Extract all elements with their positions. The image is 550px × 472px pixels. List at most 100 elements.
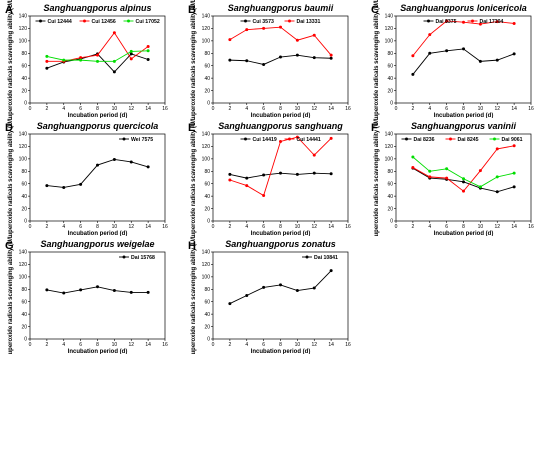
x-tick-label: 12 [311,106,317,112]
data-point [129,160,133,164]
x-tick-label: 4 [62,106,65,112]
data-point [428,33,432,37]
x-tick-label: 14 [328,224,334,230]
legend-entry: Cui 14419 [253,137,277,143]
x-tick-label: 14 [145,342,151,348]
data-point [129,52,133,56]
x-tick-label: 6 [262,342,265,348]
data-point [279,139,282,143]
x-tick-label: 14 [145,106,151,112]
chart-f: F Sanghuangporus vaninii 0 2 4 6 8 10 12 14 16 0 20 4… [371,114,534,240]
chart-title: Sanghuangporus baumii [228,3,334,13]
y-tick-label: 120 [19,26,28,32]
data-point [129,49,133,53]
data-point [129,57,133,61]
plot-frame [29,251,166,340]
y-tick-label: 80 [21,51,27,57]
legend-marker [471,19,474,23]
legend-entry: Cui 14441 [297,137,321,143]
x-tick-label: 16 [162,106,168,112]
data-point [512,171,516,175]
x-tick-label: 0 [212,342,215,348]
x-tick-label: 8 [96,224,99,230]
legend-entry: Dai 8375 [436,19,457,25]
y-tick-label: 40 [387,194,393,200]
y-tick-label: 100 [19,275,28,281]
data-point [228,58,232,62]
data-point [512,21,516,25]
data-point [112,31,116,35]
y-tick-label: 140 [202,250,211,256]
data-point [146,290,150,294]
y-tick-label: 60 [204,181,210,187]
data-point [112,289,116,293]
y-tick-label: 100 [385,39,394,45]
x-tick-label: 8 [279,342,282,348]
y-axis-label: Superoxide radicals scavenging ability (… [374,118,380,236]
y-axis-label: Superoxide radicals scavenging ability (… [8,0,14,118]
y-tick-label: 60 [387,181,393,187]
y-tick-label: 80 [204,51,210,57]
y-tick-label: 120 [385,144,394,150]
data-point [295,289,299,293]
x-tick-label: 4 [245,106,248,112]
data-point [462,47,465,51]
data-point [512,144,516,148]
y-tick-label: 80 [204,169,210,175]
series-line-2 [229,26,332,56]
x-tick-label: 0 [29,224,32,230]
x-axis-label: Incubation period (d) [251,349,311,354]
chart-title: Sanghuangporus quercicola [37,121,159,131]
y-tick-label: 80 [204,287,210,293]
y-axis-label: Superoxide radicals scavenging ability (… [374,0,380,118]
data-point [279,283,282,287]
legend-marker [449,137,452,141]
x-tick-label: 10 [478,106,484,112]
x-tick-label: 12 [128,224,134,230]
y-tick-label: 100 [19,157,28,163]
y-tick-label: 140 [202,14,211,20]
data-point [112,70,116,74]
data-point [312,286,316,290]
data-point [512,185,516,189]
x-tick-label: 6 [445,224,448,230]
x-tick-label: 2 [228,224,231,230]
y-axis-label: Superoxide radicals scavenging ability (… [191,236,197,354]
x-tick-label: 16 [345,106,351,112]
data-point [228,302,232,306]
plot-frame [29,133,166,222]
data-point [245,184,249,188]
data-point [96,59,99,63]
data-point [96,53,99,57]
legend-entry: Cui 12444 [48,19,72,25]
legend-entry: Dai 9061 [502,137,523,143]
y-tick-label: 100 [202,39,211,45]
x-tick-label: 10 [295,106,301,112]
x-tick-label: 12 [311,342,317,348]
x-tick-label: 10 [112,342,118,348]
data-point [45,59,49,63]
data-point [295,53,299,57]
y-tick-label: 140 [385,132,394,138]
data-point [62,291,66,295]
data-point [245,176,249,180]
panel-label: G [5,240,14,252]
data-point [445,49,449,53]
x-tick-label: 0 [395,106,398,112]
x-axis-label: Incubation period (d) [251,231,311,236]
data-point [445,19,449,23]
y-tick-label: 40 [204,76,210,82]
x-tick-label: 6 [79,224,82,230]
x-tick-label: 16 [162,224,168,230]
data-point [146,165,150,169]
data-point [312,153,316,157]
x-tick-label: 10 [295,342,301,348]
data-point [79,56,83,60]
data-point [295,135,299,139]
y-tick-label: 0 [390,219,393,225]
y-tick-label: 120 [202,144,211,150]
x-tick-label: 8 [279,106,282,112]
x-tick-label: 0 [212,106,215,112]
data-point [411,54,415,58]
y-tick-label: 0 [207,101,210,107]
